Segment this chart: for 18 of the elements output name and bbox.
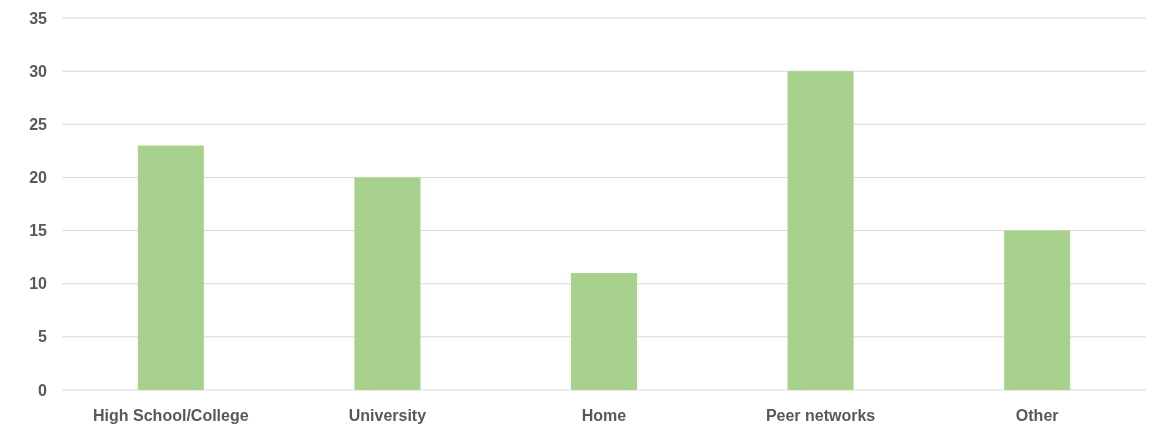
x-tick-label: University — [348, 407, 427, 424]
bar — [1004, 230, 1071, 390]
y-tick-label: 20 — [29, 169, 48, 187]
x-tick-label: Other — [1015, 407, 1059, 424]
y-tick-label: 5 — [38, 328, 48, 346]
bar — [570, 273, 638, 390]
x-tick-label: High School/College — [93, 407, 249, 424]
y-tick-label: 0 — [38, 381, 48, 399]
y-tick-label: 15 — [29, 222, 48, 240]
x-tick-label: Peer networks — [765, 407, 876, 424]
y-tick-label: 25 — [29, 115, 48, 133]
y-tick-label: 10 — [29, 275, 48, 293]
bar — [787, 71, 854, 390]
y-tick-label: 30 — [29, 62, 48, 80]
bar — [354, 177, 421, 390]
x-tick-label: Home — [581, 407, 627, 424]
y-tick-label: 35 — [29, 9, 48, 27]
bar — [137, 145, 204, 390]
